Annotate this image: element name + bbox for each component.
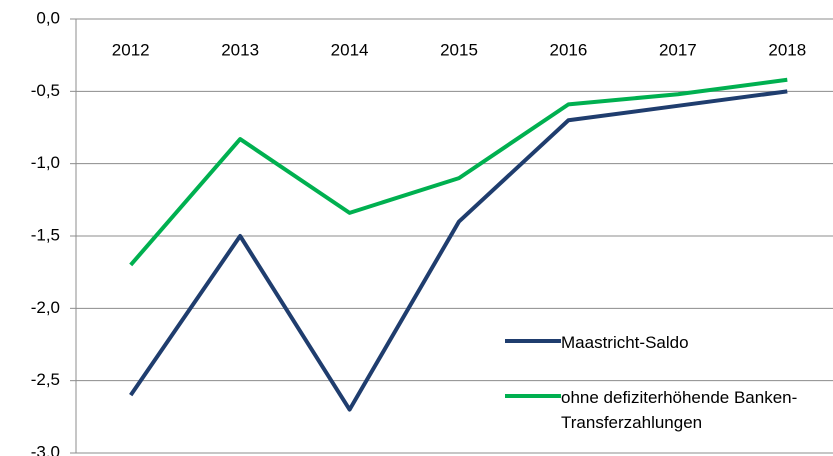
x-tick-label: 2016 [550, 40, 588, 59]
y-tick-label: -3,0 [31, 442, 60, 456]
x-tick-label: 2013 [221, 40, 259, 59]
x-tick-label: 2014 [331, 40, 369, 59]
y-tick-label: -2,0 [31, 298, 60, 317]
y-tick-label: -1,5 [31, 225, 60, 244]
y-tick-label: -1,0 [31, 153, 60, 172]
y-tick-label: -2,5 [31, 370, 60, 389]
legend: Maastricht-Saldo ohne defiziterhöhende Ba… [505, 330, 833, 456]
series-line [129, 89, 788, 412]
x-tick-label: 2018 [768, 40, 806, 59]
series-line [129, 77, 788, 267]
legend-swatch [505, 339, 561, 343]
x-tick-label: 2012 [112, 40, 150, 59]
legend-item: ohne defiziterhöhende Banken-Transferzah… [505, 385, 833, 435]
y-tick-label: -0,5 [31, 81, 60, 100]
y-tick-label: 0,0 [36, 8, 60, 27]
x-tick-label: 2017 [659, 40, 697, 59]
legend-item: Maastricht-Saldo [505, 330, 833, 355]
legend-label: ohne defiziterhöhende Banken-Transferzah… [561, 388, 798, 432]
x-tick-label: 2015 [440, 40, 478, 59]
legend-label: Maastricht-Saldo [561, 333, 689, 352]
legend-swatch [505, 394, 561, 398]
